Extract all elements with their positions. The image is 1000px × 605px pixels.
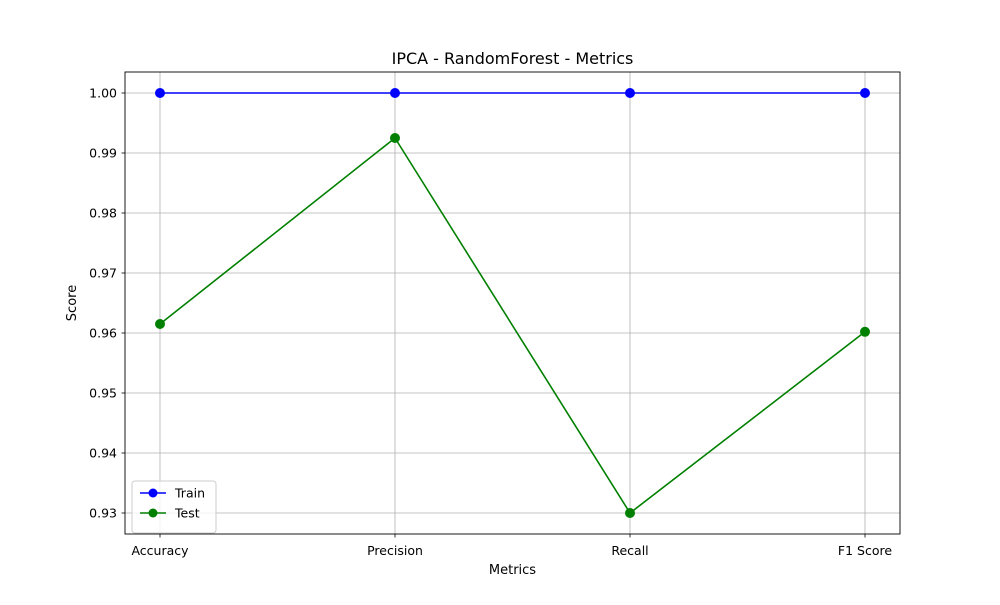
- data-point-train: [390, 88, 400, 98]
- legend-marker-test: [148, 508, 158, 518]
- plot-border: [124, 71, 901, 535]
- legend-label-test: Test: [174, 506, 200, 521]
- y-tick-label: 0.97: [89, 266, 117, 281]
- data-point-test: [390, 133, 400, 143]
- y-tick-label: 0.93: [89, 506, 117, 521]
- data-point-test: [155, 319, 165, 329]
- y-tick-label: 0.95: [89, 386, 117, 401]
- chart-title: IPCA - RandomForest - Metrics: [392, 49, 634, 68]
- x-axis-label: Metrics: [489, 563, 536, 578]
- y-tick-label: 0.99: [89, 146, 117, 161]
- y-tick-label: 0.96: [89, 326, 117, 341]
- data-point-train: [625, 88, 635, 98]
- plot-frame: [124, 71, 901, 535]
- data-point-train: [155, 88, 165, 98]
- data-point-test: [860, 326, 870, 337]
- legend: Train Test: [131, 480, 217, 534]
- x-tick-label: Accuracy: [131, 543, 189, 558]
- data-point-test: [625, 508, 635, 518]
- series: [155, 88, 870, 518]
- y-tick-label: 1.00: [89, 86, 117, 101]
- x-tick-label: Recall: [611, 543, 648, 558]
- legend-label-train: Train: [174, 486, 205, 501]
- series-line-test: [159, 136, 866, 515]
- grid: [125, 72, 900, 534]
- axes: Accuracy Precision Recall F1 Score 0.93 0.94 0…: [89, 86, 892, 559]
- x-tick-label: Precision: [367, 543, 423, 558]
- x-tick-label: F1 Score: [838, 543, 892, 558]
- y-axis-label: Score: [65, 285, 80, 321]
- y-tick-label: 0.98: [89, 206, 117, 221]
- y-tick-label: 0.94: [89, 446, 117, 461]
- legend-marker-train: [148, 488, 158, 498]
- data-point-train: [860, 88, 870, 98]
